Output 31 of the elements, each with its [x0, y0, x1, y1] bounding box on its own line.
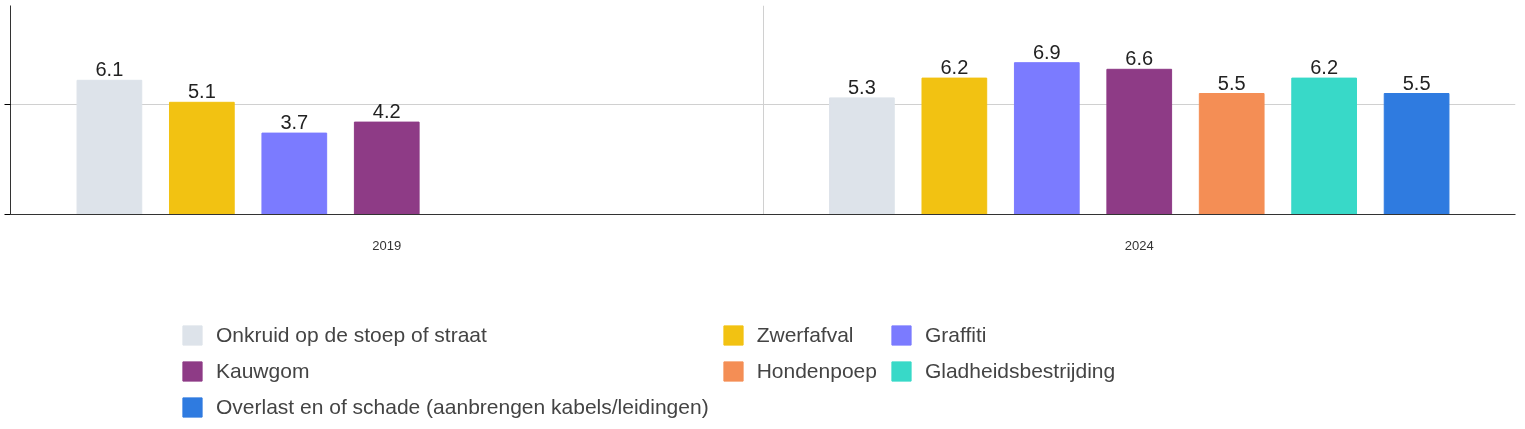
bar — [1291, 77, 1358, 215]
legend-label: Onkruid op de stoep of straat — [216, 323, 487, 347]
legend-label: Gladheidsbestrijding — [924, 359, 1116, 383]
data-label: 5.5 — [1217, 71, 1246, 94]
data-label: 6.9 — [1032, 40, 1061, 63]
data-label: 6.6 — [1125, 47, 1154, 70]
bar — [168, 101, 235, 215]
bar — [921, 77, 988, 215]
data-label: 5.3 — [848, 75, 876, 98]
bar — [1198, 93, 1265, 215]
bar — [76, 79, 143, 215]
data-label: 3.7 — [280, 111, 309, 134]
data-label: 6.2 — [940, 56, 969, 79]
bar — [829, 97, 895, 215]
x-tick-label: 2019 — [372, 237, 402, 253]
legend-label: Kauwgom — [216, 359, 310, 383]
legend-label: Hondenpoep — [756, 359, 877, 383]
data-label: 5.5 — [1402, 71, 1431, 94]
bar — [353, 121, 420, 215]
data-label: 6.2 — [1310, 56, 1339, 79]
bar — [261, 132, 328, 215]
bar — [1013, 62, 1080, 215]
bar — [1106, 68, 1173, 215]
x-tick-label: 2024 — [1124, 237, 1154, 253]
data-label: 5.1 — [187, 80, 216, 103]
legend-label: Graffiti — [924, 323, 987, 347]
legend-label: Overlast en of schade (aanbrengen kabels/leidingen) — [216, 395, 709, 419]
bar — [1383, 93, 1450, 215]
legend-label: Zwerfafval — [756, 323, 854, 347]
data-label: 4.2 — [372, 100, 401, 123]
data-label: 6.1 — [95, 58, 124, 81]
